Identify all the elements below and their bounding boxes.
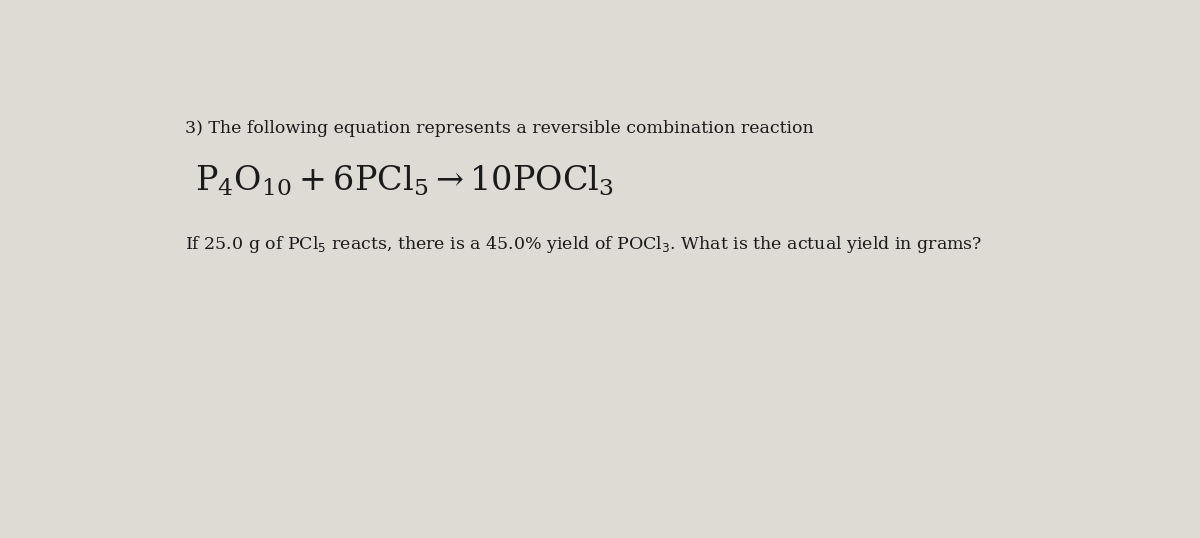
Text: 3) The following equation represents a reversible combination reaction: 3) The following equation represents a r…	[185, 121, 814, 137]
Text: If 25.0 g of PCl$_5$ reacts, there is a 45.0% yield of POCl$_3$. What is the act: If 25.0 g of PCl$_5$ reacts, there is a …	[185, 234, 983, 255]
Text: $\mathregular{P_4O_{10} + 6PCl_5 \rightarrow 10POCl_3}$: $\mathregular{P_4O_{10} + 6PCl_5 \righta…	[194, 164, 613, 198]
